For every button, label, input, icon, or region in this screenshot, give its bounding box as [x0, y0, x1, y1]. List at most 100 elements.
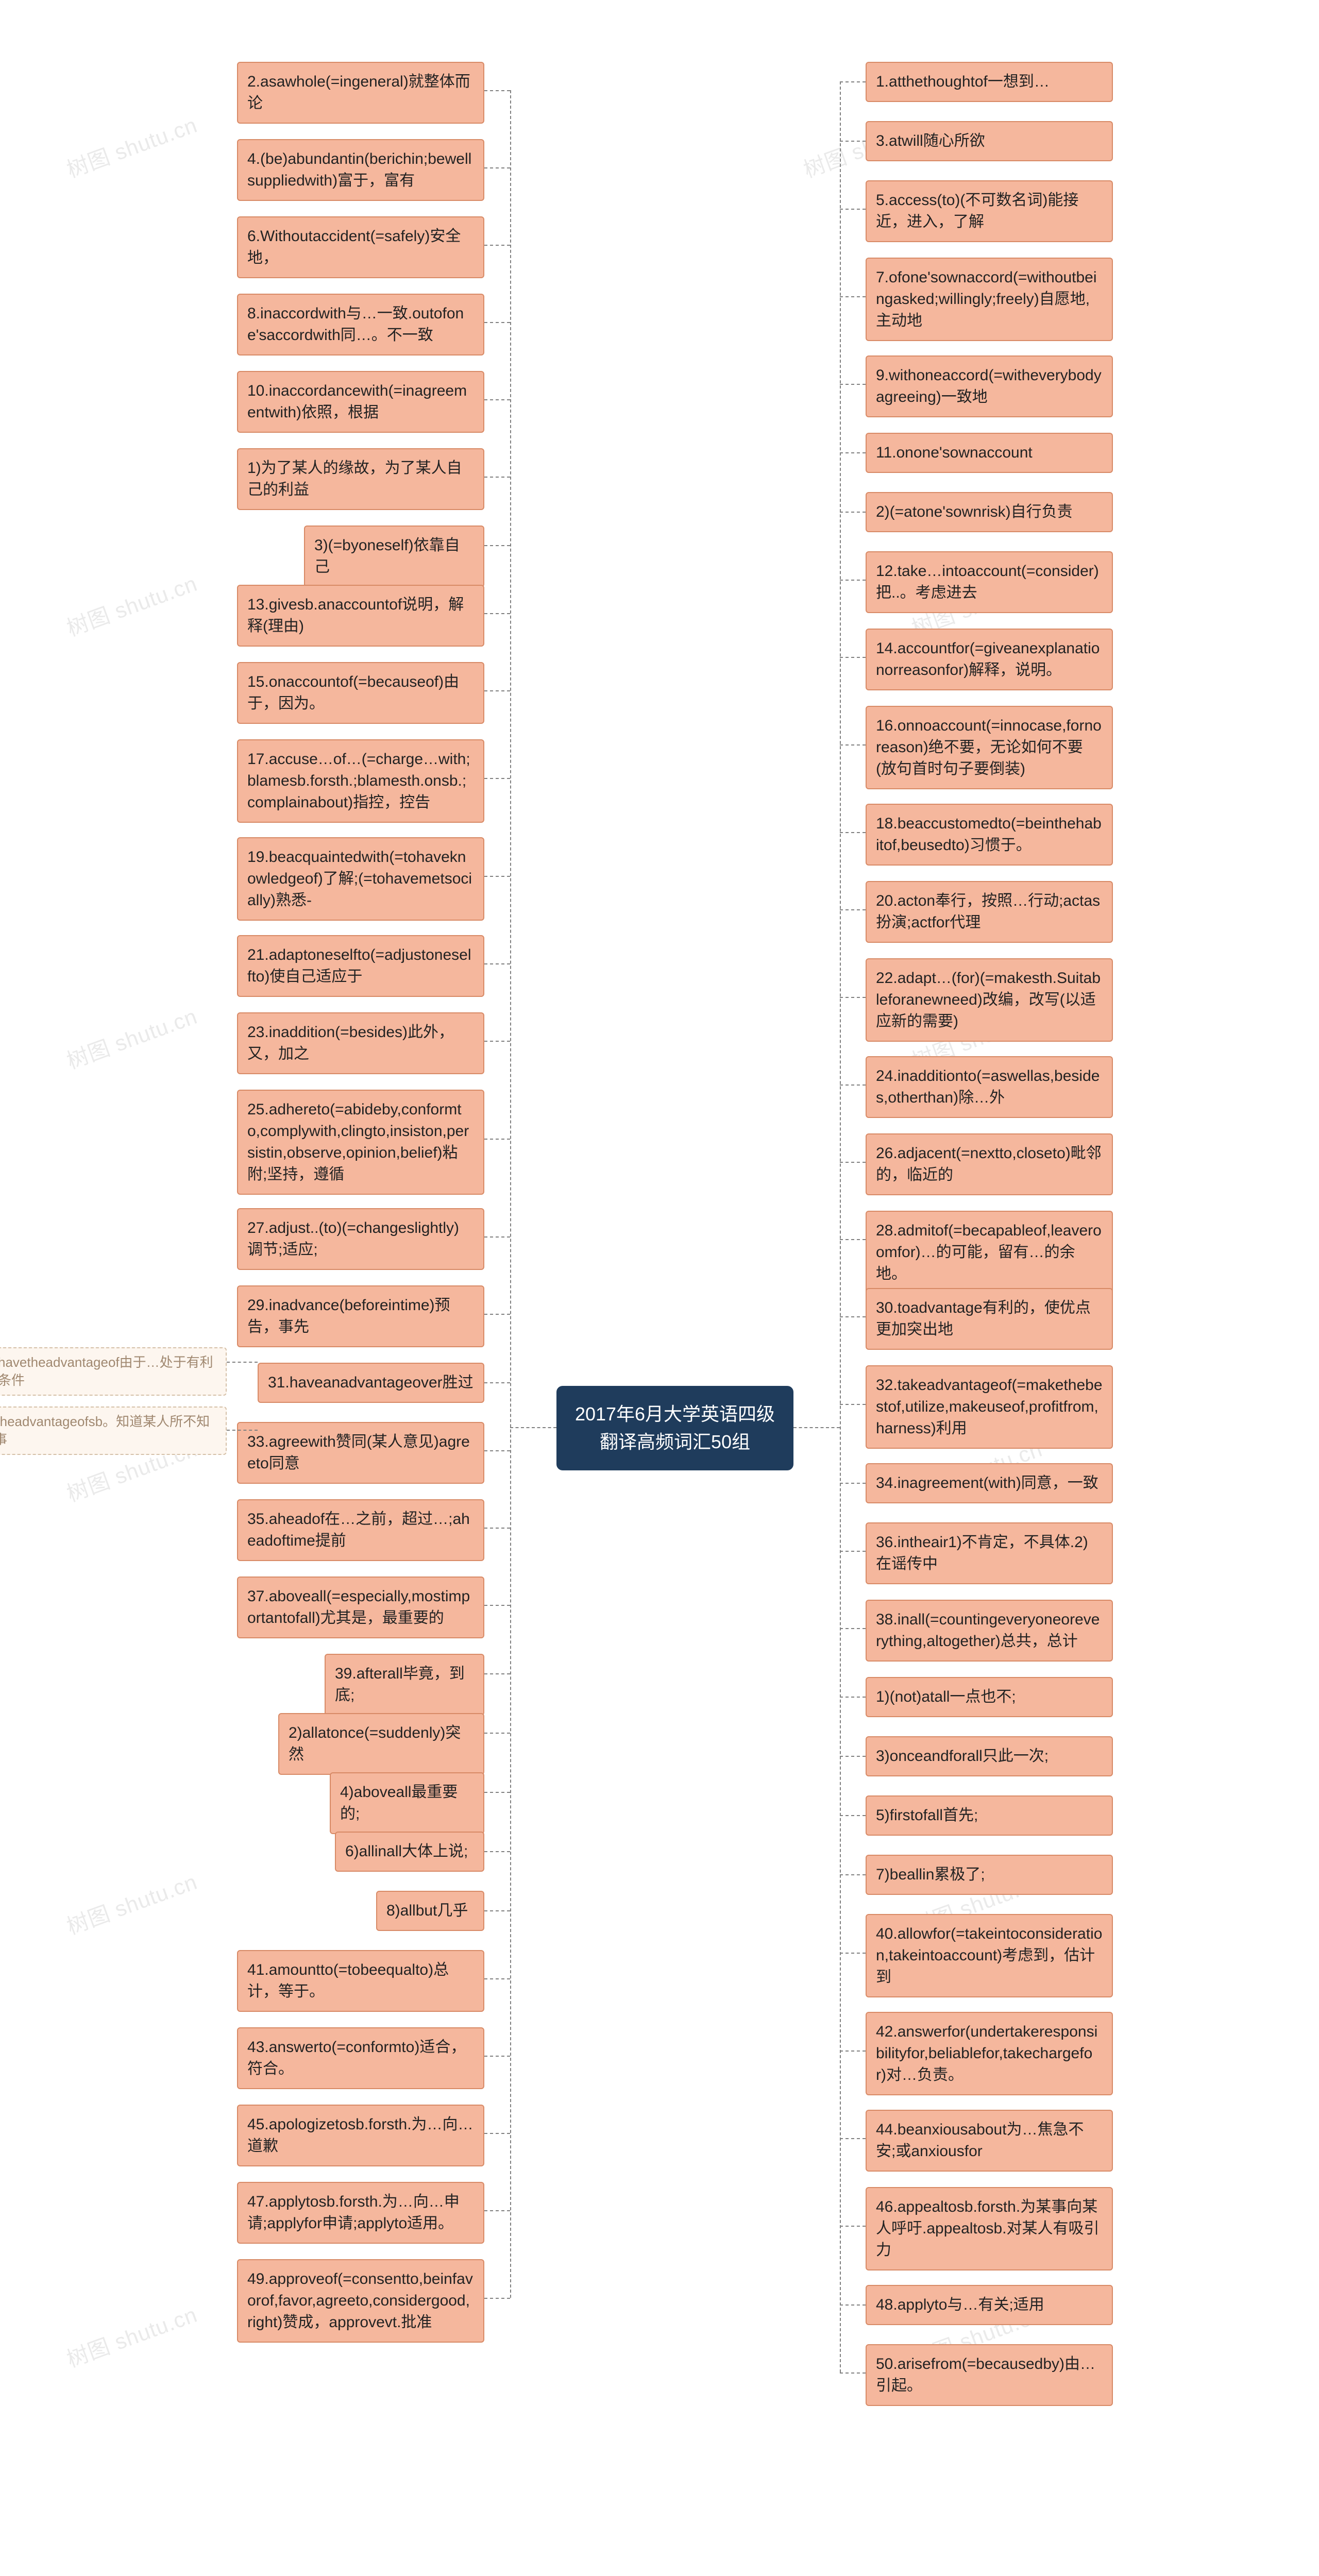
- watermark-8: 树图 shutu.cn: [62, 1865, 201, 1941]
- leaf-1: havetheadvantageofsb。知道某人所不知道的事: [0, 1406, 227, 1455]
- right-node-12: 22.adapt…(for)(=makesth.Suitableforanewn…: [866, 958, 1113, 1042]
- right-node-17: 32.takeadvantageof(=makethebestof,utiliz…: [866, 1365, 1113, 1449]
- left-hconn-16: [484, 1382, 510, 1383]
- left-node-15: 29.inadvance(beforeintime)预告，事先: [237, 1285, 484, 1347]
- right-hconn-19: [840, 1551, 866, 1552]
- left-hconn-29: [484, 2298, 510, 2299]
- right-node-6: 2)(=atone'sownrisk)自行负责: [866, 492, 1113, 532]
- right-node-26: 42.answerfor(undertakeresponsibilityfor,…: [866, 2012, 1113, 2095]
- left-node-26: 43.answerto(=conformto)适合，符合。: [237, 2027, 484, 2089]
- left-node-5: 1)为了某人的缘故，为了某人自己的利益: [237, 448, 484, 510]
- right-node-22: 3)onceandforall只此一次;: [866, 1736, 1113, 1776]
- left-hconn-3: [484, 322, 510, 323]
- right-hconn-5: [840, 452, 866, 453]
- left-hconn-9: [484, 778, 510, 779]
- left-node-13: 25.adhereto(=abideby,conformto,complywit…: [237, 1090, 484, 1195]
- right-hconn-20: [840, 1628, 866, 1629]
- right-node-13: 24.inadditionto(=aswellas,besides,othert…: [866, 1056, 1113, 1118]
- right-hconn-12: [840, 997, 866, 998]
- left-hconn-28: [484, 2210, 510, 2211]
- right-node-23: 5)firstofall首先;: [866, 1795, 1113, 1836]
- right-hconn-14: [840, 1162, 866, 1163]
- right-node-2: 5.access(to)(不可数名词)能接近，进入，了解: [866, 180, 1113, 242]
- left-hconn-18: [484, 1528, 510, 1529]
- right-node-25: 40.allowfor(=takeintoconsideration,takei…: [866, 1914, 1113, 1997]
- right-hconn-24: [840, 1874, 866, 1875]
- right-node-11: 20.acton奉行，按照…行动;actas扮演;actfor代理: [866, 881, 1113, 943]
- right-hconn-8: [840, 657, 866, 658]
- right-node-20: 38.inall(=countingeveryoneoreverything,a…: [866, 1600, 1113, 1662]
- left-node-28: 47.applytosb.forsth.为…向…申请;applyfor申请;ap…: [237, 2182, 484, 2244]
- right-hconn-27: [840, 2138, 866, 2139]
- left-node-25: 41.amountto(=tobeequalto)总计，等于。: [237, 1950, 484, 2012]
- connector-center-left: [510, 1427, 556, 1428]
- left-hconn-26: [484, 2056, 510, 2057]
- left-node-6: 3)(=byoneself)依靠自己: [304, 526, 484, 587]
- right-hconn-13: [840, 1084, 866, 1086]
- left-node-12: 23.inaddition(=besides)此外，又，加之: [237, 1012, 484, 1074]
- left-node-24: 8)allbut几乎: [376, 1891, 484, 1931]
- left-hconn-4: [484, 399, 510, 400]
- right-hconn-29: [840, 2304, 866, 2306]
- left-hconn-21: [484, 1733, 510, 1734]
- right-hconn-3: [840, 296, 866, 297]
- left-hconn-6: [484, 545, 510, 546]
- left-node-27: 45.apologizetosb.forsth.为…向…道歉: [237, 2105, 484, 2166]
- left-node-0: 2.asawhole(=ingeneral)就整体而论: [237, 62, 484, 124]
- right-hconn-9: [840, 744, 866, 745]
- left-node-1: 4.(be)abundantin(berichin;bewellsupplied…: [237, 139, 484, 201]
- right-node-16: 30.toadvantage有利的，使优点更加突出地: [866, 1288, 1113, 1350]
- right-hconn-30: [840, 2372, 866, 2374]
- watermark-10: 树图 shutu.cn: [62, 2297, 201, 2374]
- right-hconn-6: [840, 512, 866, 513]
- connector-center-right: [793, 1427, 840, 1428]
- left-hconn-5: [484, 477, 510, 478]
- left-hconn-14: [484, 1236, 510, 1238]
- right-hconn-1: [840, 141, 866, 142]
- right-node-29: 48.applyto与…有关;适用: [866, 2285, 1113, 2325]
- left-hconn-23: [484, 1851, 510, 1852]
- left-hconn-15: [484, 1314, 510, 1315]
- watermark-0: 树图 shutu.cn: [62, 108, 201, 184]
- left-node-4: 10.inaccordancewith(=inagreementwith)依照，…: [237, 371, 484, 433]
- right-node-1: 3.atwill随心所欲: [866, 121, 1113, 161]
- left-node-22: 4)aboveall最重要的;: [330, 1772, 484, 1834]
- right-hconn-7: [840, 580, 866, 581]
- right-node-9: 16.onnoaccount(=innocase,fornoreason)绝不要…: [866, 706, 1113, 789]
- left-trunk: [510, 90, 511, 2298]
- right-node-27: 44.beanxiousabout为…焦急不安;或anxiousfor: [866, 2110, 1113, 2172]
- right-node-28: 46.appealtosb.forsth.为某事向某人呼吁.appealtosb…: [866, 2187, 1113, 2270]
- right-hconn-15: [840, 1239, 866, 1240]
- watermark-4: 树图 shutu.cn: [62, 999, 201, 1075]
- left-hconn-7: [484, 613, 510, 614]
- mindmap-canvas: 树图 shutu.cn 树图 shutu.cn 树图 shutu.cn 树图 shut…: [0, 0, 1319, 2576]
- left-node-16: 31.haveanadvantageover胜过: [258, 1363, 484, 1403]
- right-hconn-16: [840, 1316, 866, 1317]
- left-node-19: 37.aboveall(=especially,mostimportantofa…: [237, 1577, 484, 1638]
- left-node-23: 6)allinall大体上说;: [335, 1832, 484, 1872]
- left-hconn-8: [484, 690, 510, 691]
- left-node-14: 27.adjust..(to)(=changeslightly)调节;适应;: [237, 1208, 484, 1270]
- left-node-21: 2)allatonce(=suddenly)突然: [278, 1713, 484, 1775]
- right-node-10: 18.beaccustomedto(=beinthehabitof,beused…: [866, 804, 1113, 866]
- left-node-8: 15.onaccountof(=becauseof)由于，因为。: [237, 662, 484, 724]
- left-hconn-27: [484, 2133, 510, 2134]
- right-hconn-17: [840, 1404, 866, 1405]
- left-hconn-11: [484, 963, 510, 964]
- left-node-17: 33.agreewith赞同(某人意见)agreeto同意: [237, 1422, 484, 1484]
- right-hconn-28: [840, 2226, 866, 2227]
- right-hconn-18: [840, 1483, 866, 1484]
- left-node-18: 35.aheadof在…之前，超过…;aheadoftime提前: [237, 1499, 484, 1561]
- right-trunk: [840, 81, 841, 2373]
- left-hconn-1: [484, 167, 510, 168]
- left-node-10: 19.beacquaintedwith(=tohaveknowledgeof)了…: [237, 837, 484, 921]
- right-hconn-25: [840, 1953, 866, 1954]
- right-hconn-0: [840, 81, 866, 82]
- right-hconn-11: [840, 909, 866, 910]
- leaf-conn-1: [227, 1430, 258, 1431]
- right-node-30: 50.arisefrom(=becausedby)由…引起。: [866, 2344, 1113, 2406]
- left-node-29: 49.approveof(=consentto,beinfavorof,favo…: [237, 2259, 484, 2343]
- left-node-7: 13.givesb.anaccountof说明，解释(理由): [237, 585, 484, 647]
- right-hconn-22: [840, 1756, 866, 1757]
- right-node-5: 11.onone'sownaccount: [866, 433, 1113, 473]
